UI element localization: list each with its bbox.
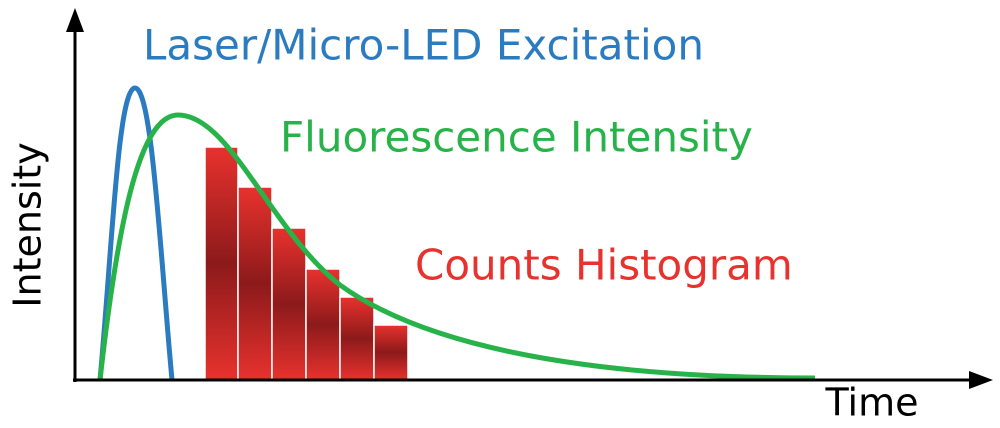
x-axis-arrow: [969, 371, 993, 389]
y-axis-arrow: [66, 8, 84, 32]
fluorescence-curve: [97, 112, 816, 381]
bar: [204, 146, 239, 381]
x-axis-label: Time: [825, 381, 919, 425]
bar: [339, 296, 375, 381]
bar: [373, 324, 409, 381]
histogram-bars: [204, 146, 409, 381]
bar: [237, 186, 273, 381]
axes: [73, 28, 975, 382]
histogram-label: Counts Histogram: [415, 241, 793, 290]
fluorescence-label: Fluorescence Intensity: [280, 113, 753, 162]
y-axis-label: Intensity: [6, 142, 50, 307]
excitation-label: Laser/Micro-LED Excitation: [143, 21, 704, 70]
excitation-curve: [97, 85, 175, 381]
bar: [271, 227, 307, 381]
bar: [305, 268, 341, 381]
